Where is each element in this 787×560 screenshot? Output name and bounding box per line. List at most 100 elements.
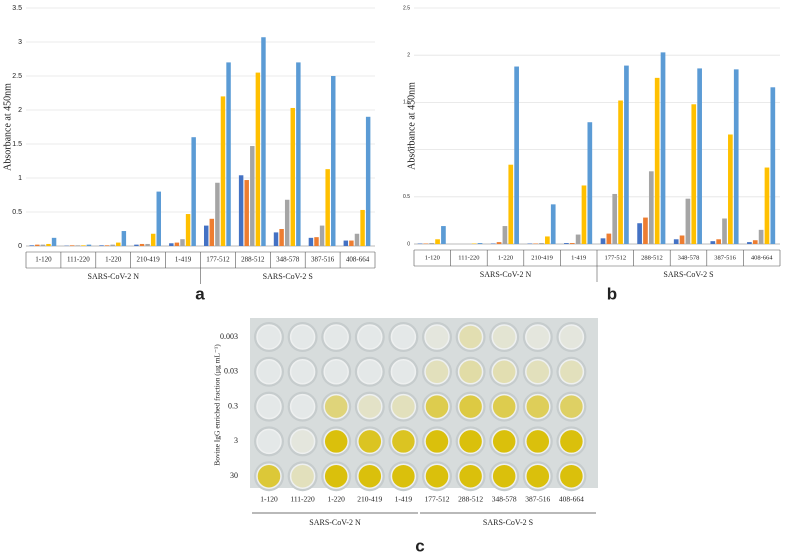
- group-label: SARS-CoV-2 N: [309, 518, 361, 527]
- well-liquid: [558, 393, 585, 420]
- column-label: 1-220: [327, 495, 345, 504]
- bar: [169, 243, 174, 246]
- bar: [477, 243, 483, 244]
- well-liquid: [390, 359, 417, 385]
- well-liquid: [256, 463, 282, 489]
- bar: [279, 229, 284, 246]
- well-liquid: [323, 359, 349, 385]
- x-tick-label: 348-578: [678, 254, 700, 261]
- y-tick-label: 2: [407, 53, 410, 59]
- well-liquid: [457, 393, 484, 420]
- bar: [673, 239, 679, 244]
- well-liquid: [256, 359, 282, 385]
- bar: [502, 226, 508, 244]
- y-tick-label: 3.5: [12, 5, 22, 12]
- well-liquid: [525, 428, 551, 455]
- column-label: 348-578: [492, 495, 517, 504]
- bar: [747, 242, 752, 244]
- column-label: 210-419: [357, 495, 382, 504]
- bar: [261, 37, 266, 246]
- group-label: SARS-CoV-2 N: [480, 270, 532, 279]
- bar: [697, 68, 702, 244]
- well-liquid: [558, 359, 585, 385]
- well-liquid: [457, 428, 484, 455]
- bar: [654, 77, 660, 244]
- well-liquid: [558, 324, 585, 350]
- x-tick-label: 1-120: [35, 256, 52, 264]
- bar: [185, 214, 191, 246]
- bar: [121, 231, 127, 246]
- bar: [180, 239, 185, 246]
- bar: [354, 233, 360, 246]
- y-tick-label: 1: [18, 175, 22, 182]
- y-axis-label: Absorbance at 450nm: [2, 83, 13, 171]
- bar: [238, 175, 244, 246]
- well-liquid: [491, 393, 517, 420]
- well-liquid: [525, 359, 551, 385]
- bar: [110, 244, 115, 246]
- well-liquid: [357, 359, 383, 385]
- bar: [29, 245, 34, 246]
- bar: [308, 237, 314, 246]
- bar: [716, 239, 722, 244]
- bar: [139, 243, 145, 246]
- well-liquid: [424, 393, 450, 420]
- well-liquid: [390, 393, 417, 420]
- bar: [728, 134, 733, 244]
- x-tick-label: 111-220: [458, 254, 479, 261]
- bar: [174, 242, 180, 246]
- bar: [331, 76, 336, 246]
- bar: [550, 204, 556, 244]
- panel-label: c: [415, 536, 424, 555]
- bar: [86, 244, 92, 246]
- well-liquid: [357, 428, 383, 455]
- bar: [612, 193, 618, 244]
- well-liquid: [457, 324, 484, 350]
- bar: [325, 169, 330, 246]
- bar: [75, 245, 81, 246]
- bar: [581, 185, 587, 244]
- column-label: 1-120: [260, 495, 278, 504]
- x-tick-label: 408-664: [751, 254, 773, 261]
- well-liquid: [424, 359, 450, 385]
- plate-photo-label-strip: [250, 488, 598, 520]
- bar: [545, 236, 550, 244]
- bar: [46, 243, 51, 246]
- bar: [273, 232, 279, 246]
- well-liquid: [457, 359, 484, 385]
- bar: [349, 240, 354, 246]
- y-tick-label: 2.5: [403, 5, 410, 11]
- well-liquid: [357, 393, 383, 420]
- well-liquid: [323, 393, 349, 420]
- bar: [435, 239, 440, 244]
- bar: [679, 235, 685, 244]
- bar: [624, 65, 629, 244]
- bar: [319, 225, 325, 246]
- bar: [587, 122, 593, 244]
- bar: [296, 62, 301, 247]
- bar: [150, 233, 156, 246]
- y-tick-label: 1: [407, 147, 410, 153]
- well-liquid: [289, 393, 316, 420]
- well-liquid: [357, 324, 383, 350]
- well-liquid: [525, 324, 551, 350]
- bar: [685, 198, 691, 244]
- bar: [244, 180, 249, 246]
- well-liquid: [424, 428, 450, 455]
- well-liquid: [289, 428, 316, 455]
- bar: [691, 104, 697, 245]
- x-tick-label: 1-419: [175, 256, 192, 264]
- x-tick-label: 1-419: [571, 254, 586, 261]
- bar: [220, 96, 226, 247]
- well-liquid: [525, 393, 551, 420]
- well-liquid: [289, 324, 316, 350]
- bar: [758, 229, 764, 244]
- bar: [343, 240, 349, 246]
- row-label: 30: [230, 471, 238, 480]
- group-label: SARS-CoV-2 N: [88, 272, 140, 281]
- y-axis-label: Absorbance at 450nm: [406, 82, 417, 170]
- bar: [764, 167, 770, 244]
- x-tick-label: 177-512: [206, 256, 230, 264]
- bar: [600, 238, 606, 244]
